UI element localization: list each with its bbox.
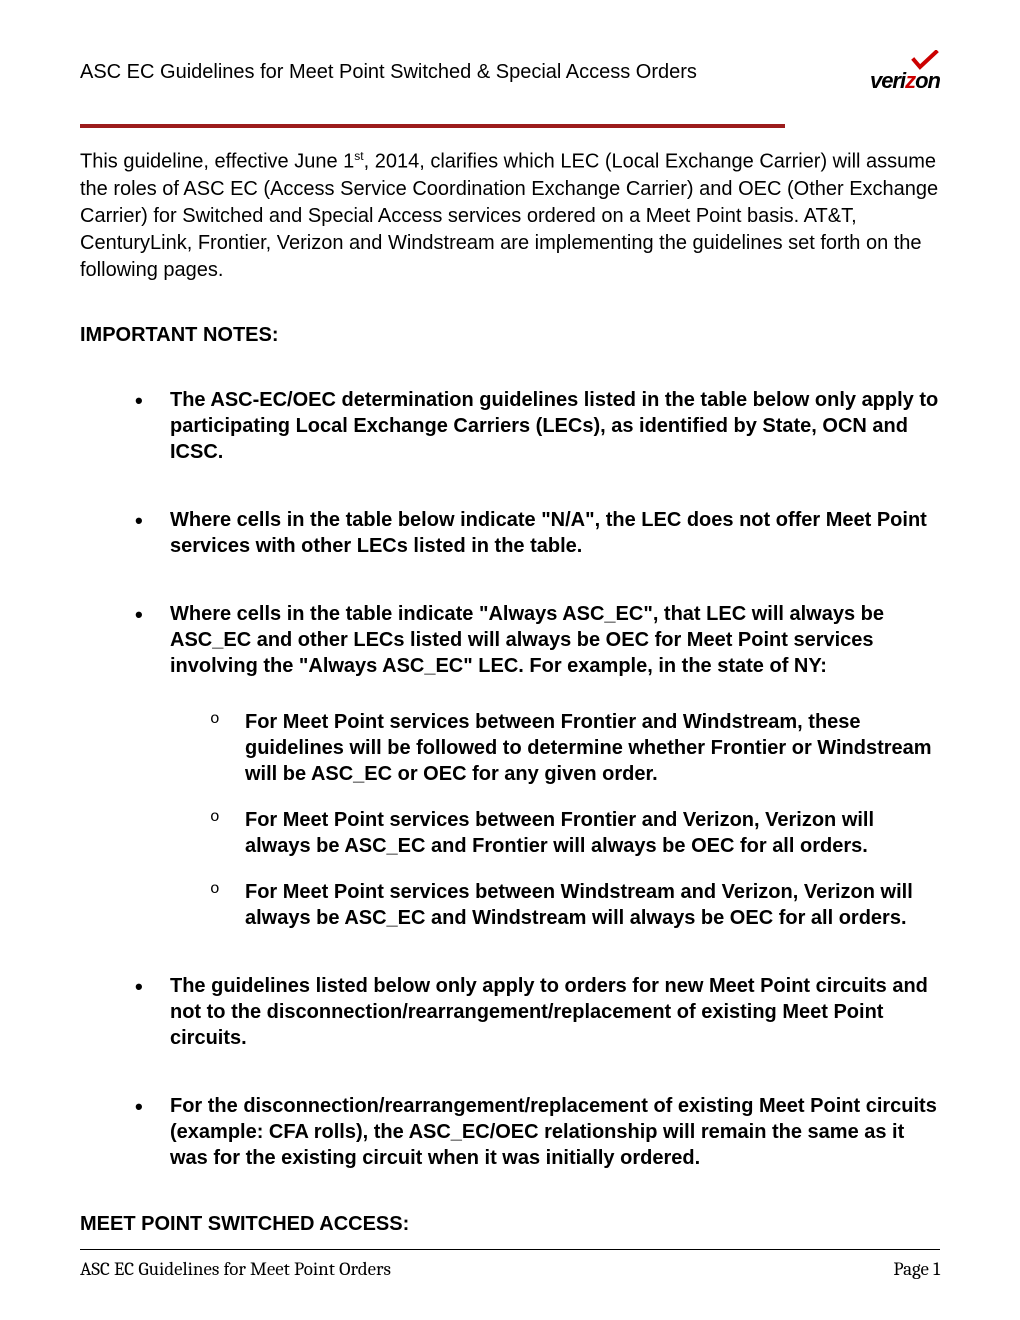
sub-note-text: For Meet Point services between Frontier…: [245, 711, 932, 785]
document-page: ASC EC Guidelines for Meet Point Switche…: [0, 0, 1020, 1320]
intro-prefix: This guideline, effective June 1: [80, 151, 354, 173]
sub-note-text: For Meet Point services between Frontier…: [245, 809, 874, 857]
intro-superscript: st: [354, 149, 363, 163]
sub-note-item: For Meet Point services between Windstre…: [210, 879, 940, 931]
notes-list: The ASC-EC/OEC determination guidelines …: [135, 387, 940, 1171]
logo-wordmark: verizon: [870, 68, 940, 94]
note-item: The ASC-EC/OEC determination guidelines …: [135, 387, 940, 465]
sub-notes-list: For Meet Point services between Frontier…: [210, 709, 940, 931]
logo-text-part1: veri: [870, 68, 905, 93]
switched-access-heading: MEET POINT SWITCHED ACCESS:: [80, 1213, 940, 1236]
verizon-logo: verizon: [870, 50, 940, 94]
note-text: The guidelines listed below only apply t…: [170, 975, 928, 1049]
page-title: ASC EC Guidelines for Meet Point Switche…: [80, 61, 697, 84]
logo-text-part2: on: [915, 68, 940, 93]
note-text: Where cells in the table below indicate …: [170, 509, 927, 557]
note-text: For the disconnection/rearrangement/repl…: [170, 1095, 937, 1169]
note-text: Where cells in the table indicate "Alway…: [170, 603, 884, 677]
sub-note-text: For Meet Point services between Windstre…: [245, 881, 913, 929]
important-notes-heading: IMPORTANT NOTES:: [80, 324, 940, 347]
footer-left: ASC EC Guidelines for Meet Point Orders: [80, 1258, 391, 1280]
footer-row: ASC EC Guidelines for Meet Point Orders …: [80, 1258, 940, 1280]
page-footer: ASC EC Guidelines for Meet Point Orders …: [80, 1249, 940, 1280]
logo-check-icon: [910, 50, 940, 70]
footer-right: Page 1: [893, 1258, 940, 1280]
sub-note-item: For Meet Point services between Frontier…: [210, 807, 940, 859]
note-text: The ASC-EC/OEC determination guidelines …: [170, 389, 938, 463]
note-item: For the disconnection/rearrangement/repl…: [135, 1093, 940, 1171]
sub-note-item: For Meet Point services between Frontier…: [210, 709, 940, 787]
note-item: Where cells in the table indicate "Alway…: [135, 601, 940, 931]
note-item: Where cells in the table below indicate …: [135, 507, 940, 559]
logo-text-red: z: [905, 68, 915, 93]
footer-divider: [80, 1249, 940, 1250]
intro-paragraph: This guideline, effective June 1st, 2014…: [80, 148, 940, 284]
header-row: ASC EC Guidelines for Meet Point Switche…: [80, 50, 940, 94]
divider-red: [80, 124, 785, 128]
note-item: The guidelines listed below only apply t…: [135, 973, 940, 1051]
